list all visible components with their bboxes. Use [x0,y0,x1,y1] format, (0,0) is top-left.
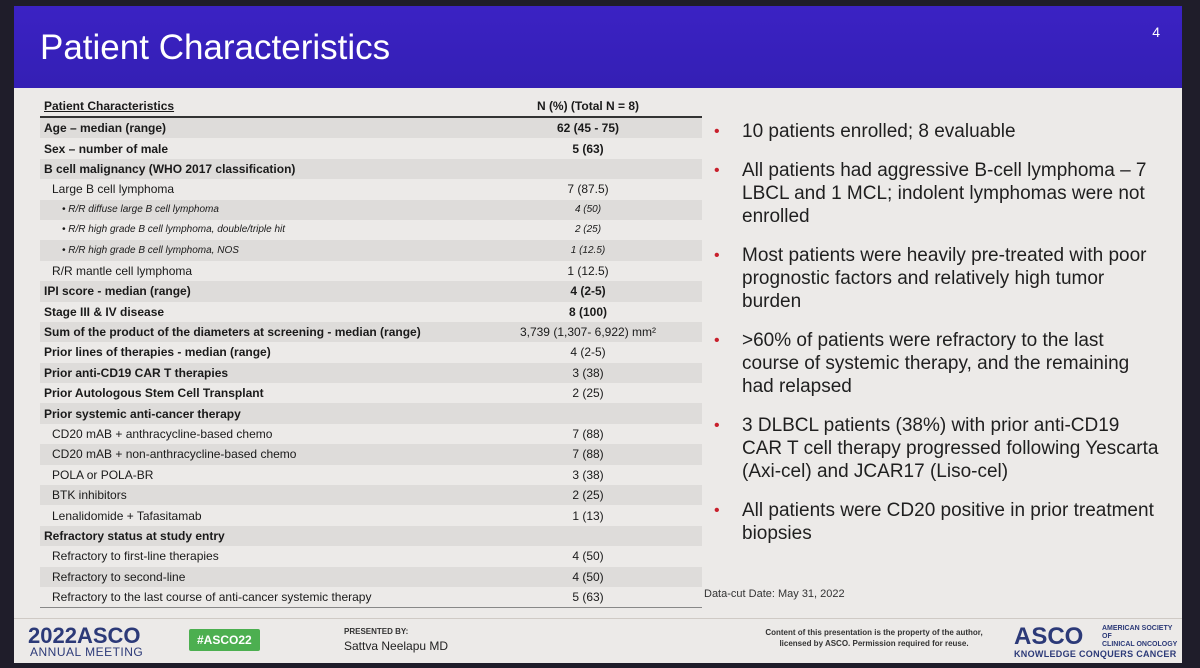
table-row: • R/R diffuse large B cell lymphoma 4 (50… [40,199,702,220]
bullet-dot-icon: • [714,247,720,264]
slide-footer: 2022ASCO ANNUAL MEETING #ASCO22 PRESENTE… [14,618,1182,663]
table-row: IPI score - median (range) 4 (2-5) [40,281,702,302]
table-row: POLA or POLA-BR 3 (38) [52,467,604,482]
table-row: Refractory to second-line 4 (50) [40,566,702,587]
table-row: CD20 mAB + non-anthracycline-based chemo… [40,444,702,465]
list-item: • All patients had aggressive B-cell lymp… [714,160,1147,227]
table-row: CD20 mAB + anthracycline-based chemo 7 (8… [52,427,604,442]
slide-title: Patient Characteristics [40,28,391,67]
bullet-dot-icon: • [714,502,720,519]
slide: Patient Characteristics 4 Patient Charac… [14,6,1182,663]
bullet-dot-icon: • [714,417,720,434]
table-row: • R/R high grade B cell lymphoma, double… [62,224,602,236]
column-header-label: Patient Characteristics [40,96,474,118]
copyright-notice: Content of this presentation is the prop… [765,628,983,648]
tagline: KNOWLEDGE CONQUERS CANCER [1014,649,1177,659]
asco-logo: ASCO [1014,623,1084,650]
table-row: R/R mantle cell lymphoma 1 (12.5) [52,263,609,278]
table-row: Large B cell lymphoma 7 (87.5) [52,182,609,197]
presenter-name: Sattva Neelapu MD [344,639,449,653]
page-number: 4 [1152,24,1160,40]
table-row: Prior anti-CD19 CAR T therapies 3 (38) [40,362,702,384]
table-row: Refractory status at study entry [40,525,702,547]
society-name: AMERICAN SOCIETY OF CLINICAL ONCOLOGY [1102,625,1178,648]
list-item: • 3 DLBCL patients (38%) with prior anti-… [714,415,1159,482]
bullet-dot-icon: • [714,332,720,349]
list-item: • All patients were CD20 positive in prio… [714,500,1154,544]
annual-meeting-label: ANNUAL MEETING [30,645,144,659]
meeting-logo: 2022ASCO [28,623,141,648]
table-row: Refractory to the last course of anti-ca… [40,586,702,609]
table-row: Refractory to first-line therapies 4 (50) [52,549,604,564]
table-row: Age – median (range) 62 (45 - 75) [40,117,702,139]
list-item: • Most patients were heavily pre-treated … [714,245,1147,312]
column-header-value: N (%) (Total N = 8) [474,96,702,118]
table-row: Prior systemic anti-cancer therapy [40,403,702,424]
patient-characteristics-table: Patient Characteristics N (%) (Total N =… [40,96,702,609]
table-row: Prior Autologous Stem Cell Transplant 2 (… [44,386,604,401]
list-item: • >60% of patients were refractory to the… [714,330,1130,397]
slide-header: Patient Characteristics 4 [14,6,1182,88]
table-row: • R/R high grade B cell lymphoma, NOS 1 (… [40,240,702,261]
table-row: B cell malignancy (WHO 2017 classificati… [40,158,702,180]
table-row: Lenalidomide + Tafasitamab 1 (13) [52,508,604,523]
bullet-dot-icon: • [714,162,720,179]
table-header: Patient Characteristics N (%) (Total N =… [40,96,702,118]
data-cut-date: Data-cut Date: May 31, 2022 [704,588,845,600]
list-item: • 10 patients enrolled; 8 evaluable [714,121,1016,142]
hashtag-badge: #ASCO22 [189,629,260,651]
table-row: Prior lines of therapies - median (range… [44,345,606,360]
bullet-dot-icon: • [714,123,720,140]
table-row: Stage III & IV disease 8 (100) [44,304,608,319]
presented-by-label: PRESENTED BY: [344,627,409,636]
table-row: BTK inhibitors 2 (25) [40,485,702,506]
table-row: Sex – number of male 5 (63) [44,141,604,156]
key-points-list: • 10 patients enrolled; 8 evaluable • All … [714,120,1164,545]
table-row: Sum of the product of the diameters at s… [40,321,702,343]
